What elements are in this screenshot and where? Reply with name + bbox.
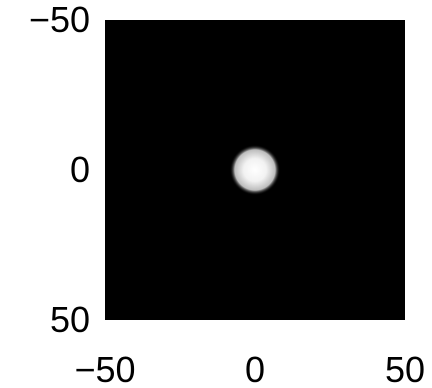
y-tick-label: 50 <box>50 299 90 340</box>
x-tick-label: 50 <box>385 349 425 388</box>
y-tick-labels: −50 0 50 <box>29 0 90 340</box>
y-tick-label: 0 <box>70 149 90 190</box>
x-tick-labels: −50 0 50 <box>74 349 425 388</box>
x-tick-label: −50 <box>74 349 135 388</box>
y-tick-label: −50 <box>29 0 90 40</box>
x-tick-label: 0 <box>245 349 265 388</box>
bright-spot <box>229 144 281 196</box>
